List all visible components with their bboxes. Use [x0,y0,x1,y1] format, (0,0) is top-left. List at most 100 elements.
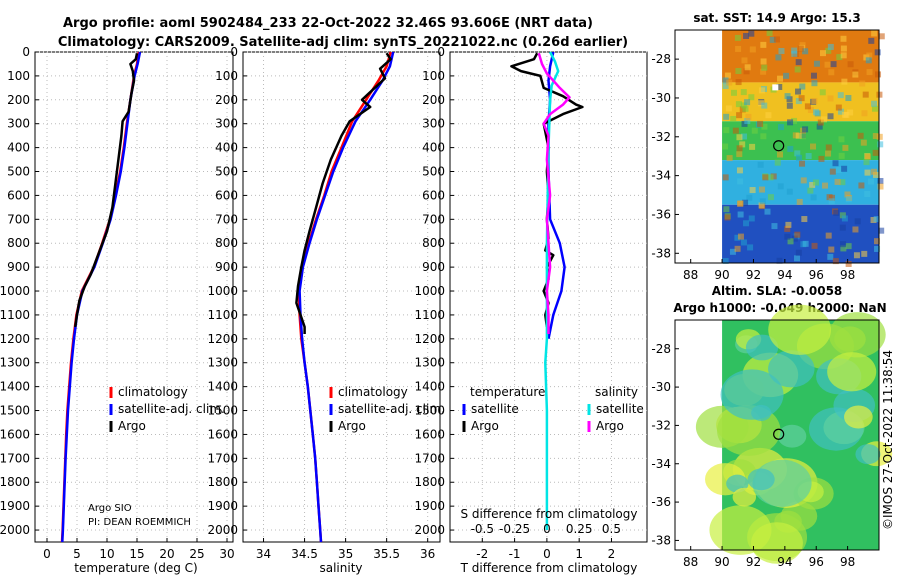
sst-speckle [776,151,783,158]
sla-blob [750,522,803,564]
sst-speckle [854,218,861,225]
sst-speckle [776,257,783,264]
sst-speckle [841,111,848,118]
sst-speckle [870,168,877,175]
depth-tick-label: 1500 [0,404,30,418]
depth-tick-label: 400 [7,141,30,155]
lon-tick-label: 98 [840,555,855,569]
lon-tick-label: 96 [809,555,824,569]
x-tick-label: 0 [43,547,51,561]
depth-tick-label: 700 [7,212,30,226]
sst-speckle [866,52,873,59]
sst-speckle [776,83,783,90]
sst-speckle [871,30,878,37]
sst-speckle [784,225,791,232]
sst-speckle [724,214,731,221]
sst-speckle [811,242,818,249]
lon-tick-label: 92 [746,555,761,569]
sst-speckle [742,105,749,112]
sst-speckle [810,143,817,150]
depth-tick-label: 400 [215,141,238,155]
depth-tick-label: 0 [437,45,445,59]
sst-speckle [761,102,768,109]
sst-speckle [770,173,777,180]
sst-speckle [804,103,811,110]
sst-speckle [816,123,823,130]
sst-speckle [844,191,851,198]
sst-speckle [786,102,793,109]
sst-speckle [874,238,881,245]
sst-speckle [761,64,768,71]
sst-speckle [757,161,764,168]
sla-map-title-line1: Altim. SLA: -0.0058 [712,284,843,298]
sst-speckle [822,182,829,189]
depth-tick-label: 300 [7,117,30,131]
sst-speckle [734,234,741,241]
legend-salinity-heading: salinity [595,385,638,399]
sst-speckle [744,64,751,71]
sst-speckle [875,71,882,78]
depth-tick-label: 200 [422,93,445,107]
sst-speckle [863,159,870,166]
x-tick-label: 20 [159,547,174,561]
sst-speckle [841,165,848,172]
depth-tick-label: 100 [422,69,445,83]
depth-tick-label: 1700 [414,451,445,465]
x-tick-label: 34.5 [291,547,318,561]
depth-tick-label: 200 [215,93,238,107]
sst-speckle [799,160,806,167]
sst-speckle [840,245,847,252]
sst-speckle [787,238,794,245]
sst-speckle [871,100,878,107]
x-tick-label: -1 [509,547,521,561]
sst-speckle [825,144,832,151]
sst-speckle [802,126,809,133]
sst-speckle [787,119,794,126]
sst-speckle [737,200,744,207]
legend-argo-label: Argo [118,419,146,433]
depth-tick-label: 1900 [414,499,445,513]
sst-speckle [766,30,773,37]
sst-speckle [833,209,840,216]
sst-speckle [760,58,767,65]
sst-speckle [736,167,743,174]
sst-speckle [735,101,742,108]
sla-map-title-line2: Argo h1000: -0.049 h2000: NaN [673,301,886,315]
lon-tick-label: 98 [840,268,855,282]
legend-s-satellite-label: satellite [596,402,644,416]
lon-tick-label: 88 [683,555,698,569]
lat-tick-label: -36 [651,207,671,221]
x-tick-label: -2 [476,547,488,561]
depth-tick-label: 1500 [207,404,238,418]
lat-tick-label: -30 [651,91,671,105]
sst-speckle [868,37,875,44]
x-tick-label: 35.5 [373,547,400,561]
sst-speckle [724,72,731,79]
difference-legend: temperature satellite Argo salinity sate… [462,385,644,433]
s-diff-tick-label: -0.25 [499,522,530,536]
sst-speckle [795,249,802,256]
sst-speckle [828,69,835,76]
sst-speckle [746,194,753,201]
sst-speckle [853,252,860,259]
sst-speckle [877,177,884,184]
sst-speckle [794,255,801,262]
depth-tick-label: 500 [215,165,238,179]
sst-speckle [838,108,845,115]
sst-speckle [735,68,742,75]
sst-speckle [758,186,765,193]
sst-speckle [759,198,766,205]
sst-speckle [735,45,742,52]
sst-speckle [825,150,832,157]
sst-speckle [774,159,781,166]
sst-speckle [802,240,809,247]
sst-speckle [839,212,846,219]
sst-speckle [783,72,790,79]
sst-speckle [777,75,784,82]
sst-speckle [734,245,741,252]
sst-speckle [765,112,772,119]
depth-tick-label: 500 [422,165,445,179]
sst-speckle [794,231,801,238]
sst-speckle [739,141,746,148]
